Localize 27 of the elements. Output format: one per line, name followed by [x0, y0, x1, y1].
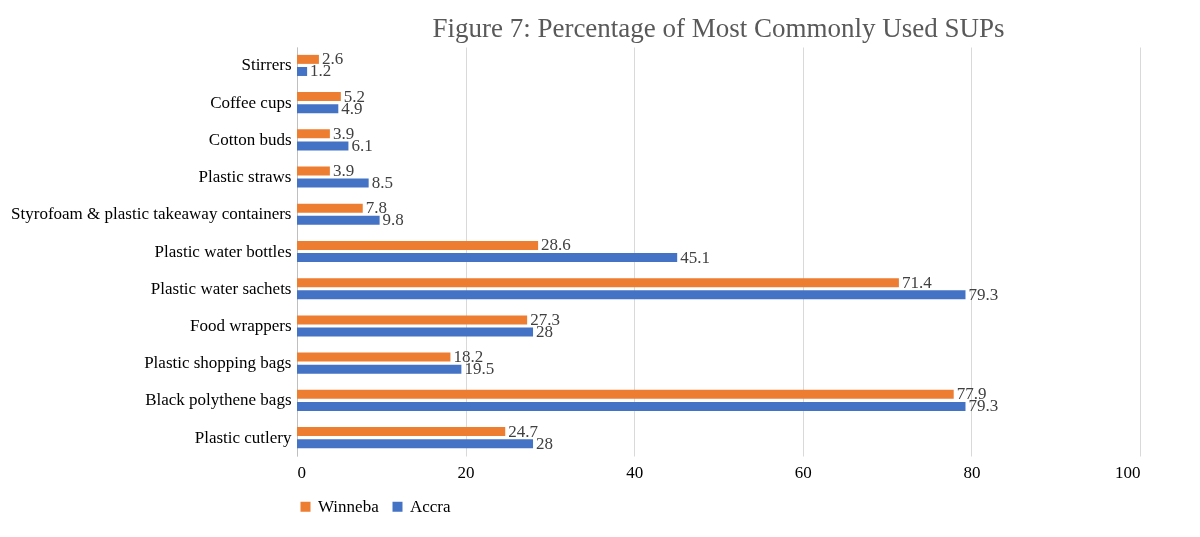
- y-tick-label: Coffee cups: [210, 92, 292, 112]
- data-label: 28: [536, 433, 554, 453]
- y-tick-label: Plastic straws: [198, 167, 292, 187]
- x-tick-label: 80: [963, 462, 981, 482]
- y-tick-label: Plastic water bottles: [154, 241, 292, 261]
- legend-label: Winneba: [318, 496, 380, 516]
- y-tick-label: Plastic shopping bags: [144, 353, 292, 373]
- y-tick-label: Food wrappers: [189, 315, 292, 335]
- data-label: 71.4: [901, 272, 933, 292]
- y-tick-label: Plastic cutlery: [194, 427, 292, 447]
- data-label: 79.3: [968, 284, 999, 304]
- x-tick-label: 100: [1115, 462, 1141, 482]
- x-tick-label: 20: [457, 462, 475, 482]
- data-label: 8.5: [371, 173, 393, 193]
- y-tick-label: Black polythene bags: [145, 390, 292, 410]
- y-tick-label: Stirrers: [241, 55, 292, 75]
- data-label: 3.9: [332, 161, 355, 181]
- legend-label: Accra: [410, 496, 452, 516]
- data-label: 45.1: [680, 247, 710, 267]
- data-label: 28.6: [541, 235, 571, 255]
- y-tick-label: Plastic water sachets: [150, 278, 292, 298]
- y-tick-label: Styrofoam & plastic takeaway containers: [11, 204, 292, 224]
- chart-title: Figure 7: Percentage of Most Commonly Used SUPs: [432, 13, 1005, 43]
- y-tick-label: Cotton buds: [208, 129, 292, 149]
- x-tick-label: 40: [626, 462, 644, 482]
- x-tick-label: 60: [794, 462, 812, 482]
- x-tick-label: 0: [297, 462, 306, 482]
